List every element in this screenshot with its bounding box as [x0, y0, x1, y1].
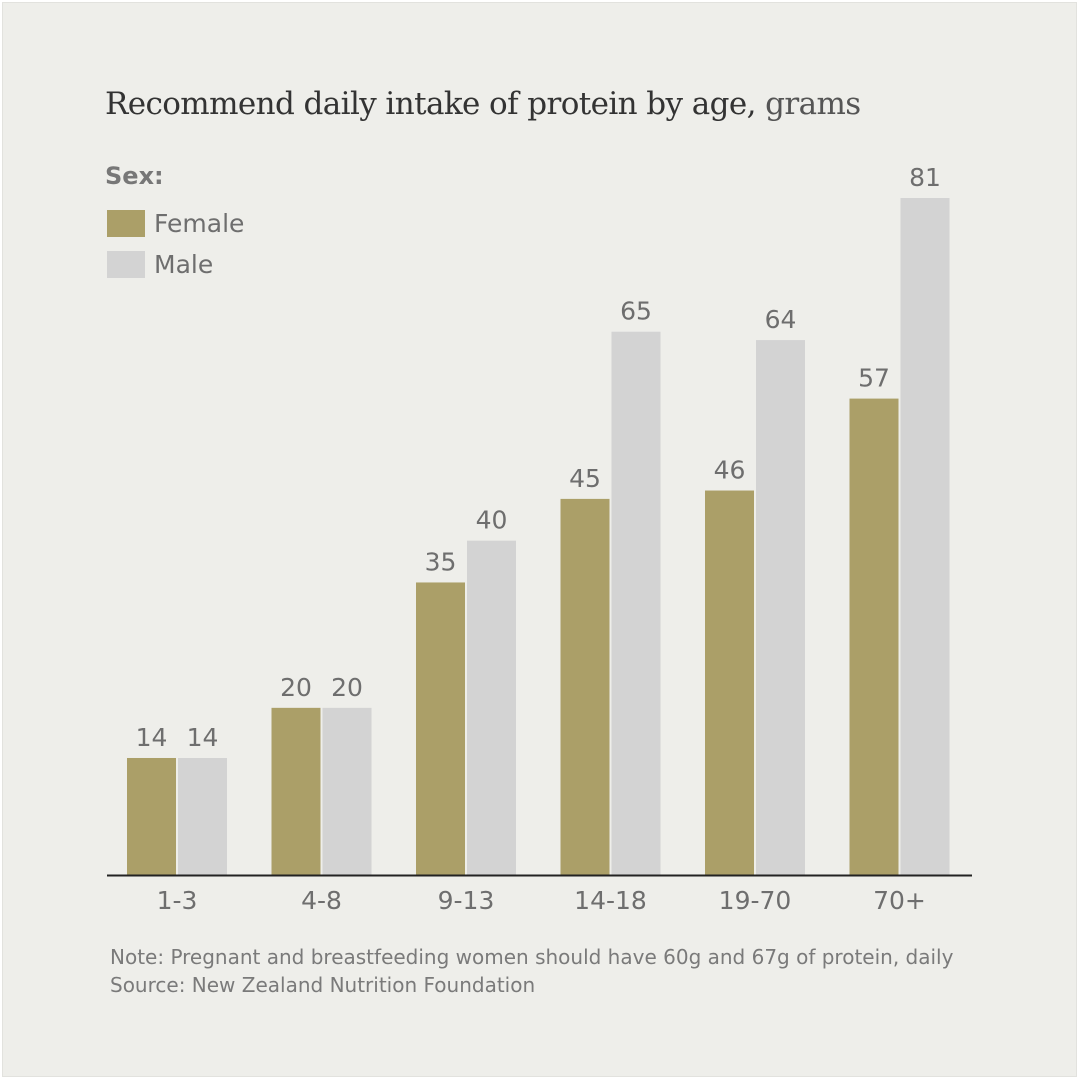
legend-swatch-male — [107, 250, 145, 278]
bar-female-19-70 — [705, 490, 754, 875]
data-label-female-70+: 57 — [858, 364, 890, 393]
x-tick-label-4-8: 4-8 — [301, 886, 342, 915]
data-label-male-4-8: 20 — [331, 673, 363, 702]
data-label-female-4-8: 20 — [280, 673, 312, 702]
data-label-male-9-13: 40 — [476, 506, 508, 535]
chart-note: Note: Pregnant and breastfeeding women s… — [110, 945, 954, 969]
x-tick-label-70+: 70+ — [873, 886, 926, 915]
legend-label-female: Female — [154, 208, 245, 238]
x-tick-label-19-70: 19-70 — [719, 886, 792, 915]
legend-item-male: Male — [107, 249, 213, 279]
chart-title: Recommend daily intake of protein by age… — [105, 86, 861, 122]
data-label-female-19-70: 46 — [714, 456, 746, 485]
data-label-male-1-3: 14 — [187, 723, 219, 752]
bar-female-9-13 — [416, 582, 465, 875]
data-label-female-9-13: 35 — [425, 547, 457, 576]
bar-male-9-13 — [467, 540, 516, 875]
bar-female-70+ — [849, 398, 899, 875]
legend-swatch-female — [107, 209, 145, 237]
data-label-male-70+: 81 — [909, 163, 941, 192]
bar-male-70+ — [900, 198, 950, 875]
bar-male-19-70 — [756, 340, 805, 875]
data-label-male-14-18: 65 — [620, 297, 652, 326]
bar-male-14-18 — [611, 331, 661, 875]
bar-male-4-8 — [322, 707, 372, 875]
bar-male-1-3 — [178, 757, 227, 875]
x-tick-label-1-3: 1-3 — [157, 886, 198, 915]
data-label-female-14-18: 45 — [569, 464, 601, 493]
chart-source: Source: New Zealand Nutrition Foundation — [110, 973, 536, 997]
legend-heading: Sex: — [105, 162, 164, 190]
bar-female-1-3 — [127, 757, 176, 875]
bar-female-4-8 — [271, 707, 321, 875]
chart-footer: Note: Pregnant and breastfeeding women s… — [110, 943, 953, 999]
legend-item-female: Female — [107, 208, 244, 238]
data-label-female-1-3: 14 — [136, 723, 168, 752]
legend-label-male: Male — [154, 249, 214, 279]
x-tick-label-14-18: 14-18 — [574, 886, 647, 915]
data-label-male-19-70: 64 — [765, 305, 797, 334]
chart-title-unit: grams — [765, 86, 861, 122]
bar-female-14-18 — [560, 498, 610, 875]
x-tick-label-9-13: 9-13 — [438, 886, 495, 915]
chart-title-main: Recommend daily intake of protein by age… — [105, 86, 756, 122]
